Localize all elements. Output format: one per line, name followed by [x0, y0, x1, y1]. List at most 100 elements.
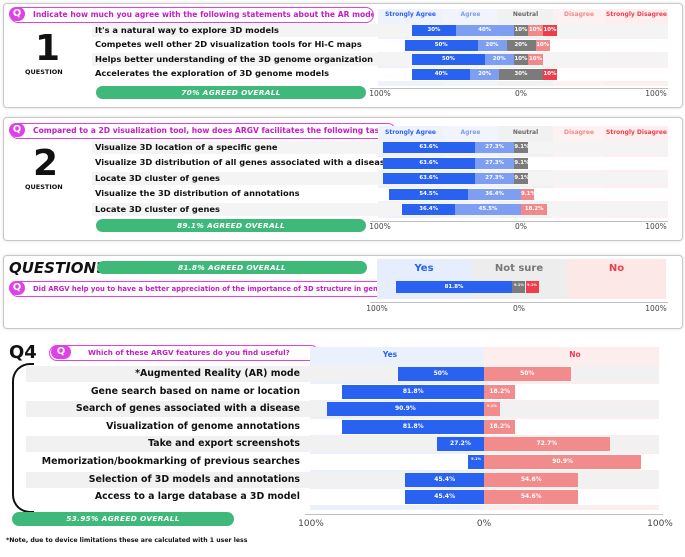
q2-bar-strongly-agree-4: 36.4% [402, 204, 455, 215]
q3-category-header-1: Not sure [494, 263, 544, 274]
q2-category-header-0: Strongly Agree [385, 129, 436, 136]
q1-bar-neutral-0: 10% [513, 25, 529, 36]
q1-bar-neutral-2: 10% [513, 54, 529, 65]
q1-category-header-1: Agree [460, 11, 481, 18]
q1-bar-strongly-agree-2: 50% [412, 54, 485, 65]
q2-number: 2 [33, 143, 59, 184]
q3-prompt: Did ARGV help you to have a better appre… [10, 281, 386, 297]
q4-bar-yes-6: 45.4% [405, 472, 484, 487]
q1-statement-1: Competes well other 2D visualization too… [95, 39, 362, 49]
q2-bar-disagree-3: 9.1% [521, 188, 535, 200]
q3-category-header-2: No [608, 263, 625, 274]
q4-feature-5: Memorization/bookmarking of previous sea… [41, 456, 300, 467]
q2-axis-line [370, 221, 668, 222]
q2-bar-neutral-0: 9.1% [514, 142, 528, 153]
q4-bar-no-2: 9.1% [484, 402, 500, 417]
q1-tick-1: 0% [515, 89, 527, 98]
q1-bar-disagree-2: 10% [528, 54, 543, 65]
q2-tick-2: 100% [645, 222, 667, 231]
q4-axis-line [305, 514, 663, 515]
q1-question-label: QUESTION [25, 68, 63, 76]
q1-category-header-0: Strongly Agree [385, 11, 436, 18]
q4-tick-0: 100% [298, 519, 324, 529]
q2-statement-1: Visualize 3D distribution of all genes a… [95, 157, 391, 167]
q1-bar-agree-2: 20% [484, 54, 514, 65]
q1-statement-0: It's a natural way to explore 3D models [95, 24, 279, 35]
q4-feature-2: Search of genes associated with a diseas… [75, 403, 300, 415]
q1-axis-line [370, 88, 668, 89]
q1-category-header-3: Disagree [563, 11, 595, 18]
q2-category-header-1: Agree [460, 129, 481, 136]
q4-badge: Q [51, 345, 71, 359]
q4-bar-no-6: 54.6% [484, 472, 579, 487]
q3-band-2 [567, 259, 666, 299]
q4-bar-no-0: 50% [484, 367, 571, 381]
q3-category-header-0: Yes [414, 263, 434, 274]
q2-statement-4: Locate 3D cluster of genes [95, 203, 220, 214]
q3-title: QUESTION3 [9, 259, 107, 277]
q1-statement-3: Accelerates the exploration of 3D genome… [95, 68, 330, 78]
q1-bar-strongly-agree-0: 30% [412, 25, 456, 36]
q2-bar-agree-0: 27.3% [474, 142, 515, 153]
q4-bar-yes-3: 81.8% [342, 419, 484, 434]
q2-statement-2: Locate 3D cluster of genes [95, 172, 220, 183]
q4-bar-no-1: 18.2% [484, 384, 516, 399]
q3-overall-badge: 81.8% AGREED OVERALL [97, 261, 367, 274]
q2-statement-3: Visualize the 3D distribution of annotat… [95, 188, 300, 198]
q4-bar-no-4: 72.7% [484, 437, 610, 452]
q1-bar-agree-1: 20% [477, 39, 507, 51]
q2-bar-agree-1: 27.3% [474, 157, 515, 169]
q2-bar-strongly-agree-2: 63.6% [382, 173, 475, 184]
q4-feature-6: Selection of 3D models and annotations [88, 473, 300, 485]
q1-bar-strongly-disagree-3: 10% [542, 68, 558, 80]
q1-bar-neutral-1: 20% [506, 39, 536, 51]
q2-category-header-2: Neutral [512, 129, 539, 136]
q2-question-label: QUESTION [25, 183, 63, 191]
q4-category-header-no: No [569, 350, 581, 359]
q4-bar-yes-2: 90.9% [326, 402, 484, 417]
q1-overall-badge: 70% AGREED OVERALL [96, 86, 366, 99]
q2-bar-strongly-agree-1: 63.6% [382, 157, 475, 169]
q3-tick-2: 100% [645, 304, 667, 313]
q2-bar-agree-3: 36.4% [468, 188, 521, 200]
q1-bar-strongly-agree-1: 50% [405, 39, 478, 51]
q4-bar-yes-7: 45.4% [405, 490, 484, 505]
q3-axis-line [370, 302, 668, 303]
q1-prompt: Indicate how much you agree with the fol… [10, 7, 374, 23]
q2-bar-strongly-agree-3: 54.5% [389, 188, 469, 200]
q4-tick-1: 0% [476, 519, 492, 529]
q1-bar-disagree-1: 10% [535, 39, 550, 51]
q3-tick-0: 100% [366, 304, 388, 313]
q4-category-header-yes: Yes [382, 350, 398, 359]
q2-tick-0: 100% [369, 222, 391, 231]
q2-bar-agree-4: 45.5% [455, 204, 521, 215]
q1-category-header-2: Neutral [512, 11, 539, 18]
q1-tick-0: 100% [369, 89, 391, 98]
q2-category-header-3: Disagree [563, 129, 595, 136]
q2-overall-badge: 89.1% AGREED OVERALL [96, 219, 366, 232]
q2-bar-neutral-2: 9.1% [514, 173, 528, 184]
q4-bar-no-7: 54.6% [484, 490, 579, 505]
q1-statement-2: Helps better understanding of the 3D gen… [95, 53, 374, 64]
q4-tick-2: 100% [647, 519, 673, 529]
q4-overall-badge: 53.95% AGREED OVERALL [12, 512, 234, 526]
q4-footnote: *Note, due to device limitations these a… [6, 537, 248, 544]
q4-title: Q4 [9, 342, 37, 363]
q4-feature-7: Access to a large database a 3D model [94, 491, 300, 503]
q2-category-header-4: Strongly Disagree [606, 129, 667, 136]
q4-bar-yes-0: 50% [397, 367, 484, 381]
q4-feature-0: *Augmented Reality (AR) mode [135, 368, 300, 379]
q3-bar-yes: 81.8% [395, 281, 513, 293]
q2-badge: Q [9, 123, 25, 137]
q4-bar-yes-5: 9.1% [468, 455, 484, 469]
q1-badge: Q [9, 7, 25, 21]
q4-bar-yes-1: 81.8% [342, 384, 484, 399]
q1-bar-strongly-disagree-0: 10% [542, 25, 558, 36]
q2-statement-0: Visualize 3D location of a specific gene [95, 141, 278, 152]
q1-category-header-4: Strongly Disagree [606, 11, 667, 18]
q2-bar-strongly-agree-0: 63.6% [382, 142, 475, 153]
q1-bar-strongly-agree-3: 40% [412, 68, 471, 80]
q2-bar-agree-2: 27.3% [474, 173, 515, 184]
q4-feature-1: Gene search based on name or location [90, 385, 300, 397]
q2-bar-neutral-1: 9.1% [514, 157, 528, 169]
